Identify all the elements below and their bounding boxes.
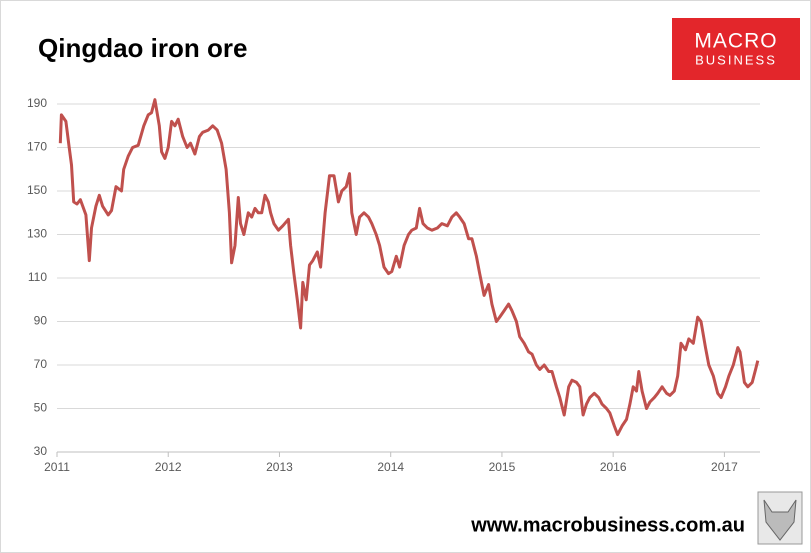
y-tick-label: 150: [27, 183, 47, 197]
y-tick-label: 30: [34, 444, 48, 458]
line: [58, 98, 760, 437]
logo-box: [672, 18, 800, 80]
x-tick-label: 2012: [155, 460, 182, 474]
x-tick-label: 2015: [489, 460, 516, 474]
chart-title: Qingdao iron ore: [38, 33, 247, 63]
logo-top: MACRO: [694, 30, 777, 53]
y-tick-label: 190: [27, 96, 47, 110]
x-tick-label: 2016: [600, 460, 627, 474]
x-tick-label: 2013: [266, 460, 293, 474]
y-tick-label: 50: [34, 401, 48, 415]
y-tick-label: 110: [28, 270, 47, 284]
y-tick-label: 130: [27, 227, 47, 241]
y-tick-label: 70: [34, 357, 48, 371]
y-tick-label: 170: [27, 140, 47, 154]
footer: www.macrobusiness.com.au: [470, 514, 745, 536]
x-tick-label: 2011: [44, 460, 70, 474]
y-tick-label: 90: [34, 314, 48, 328]
wolf-icon-face: [763, 499, 797, 541]
x-tick-label: 2014: [377, 460, 404, 474]
logo-bottom: BUSINESS: [695, 52, 777, 67]
x-tick-label: 2017: [711, 460, 738, 474]
